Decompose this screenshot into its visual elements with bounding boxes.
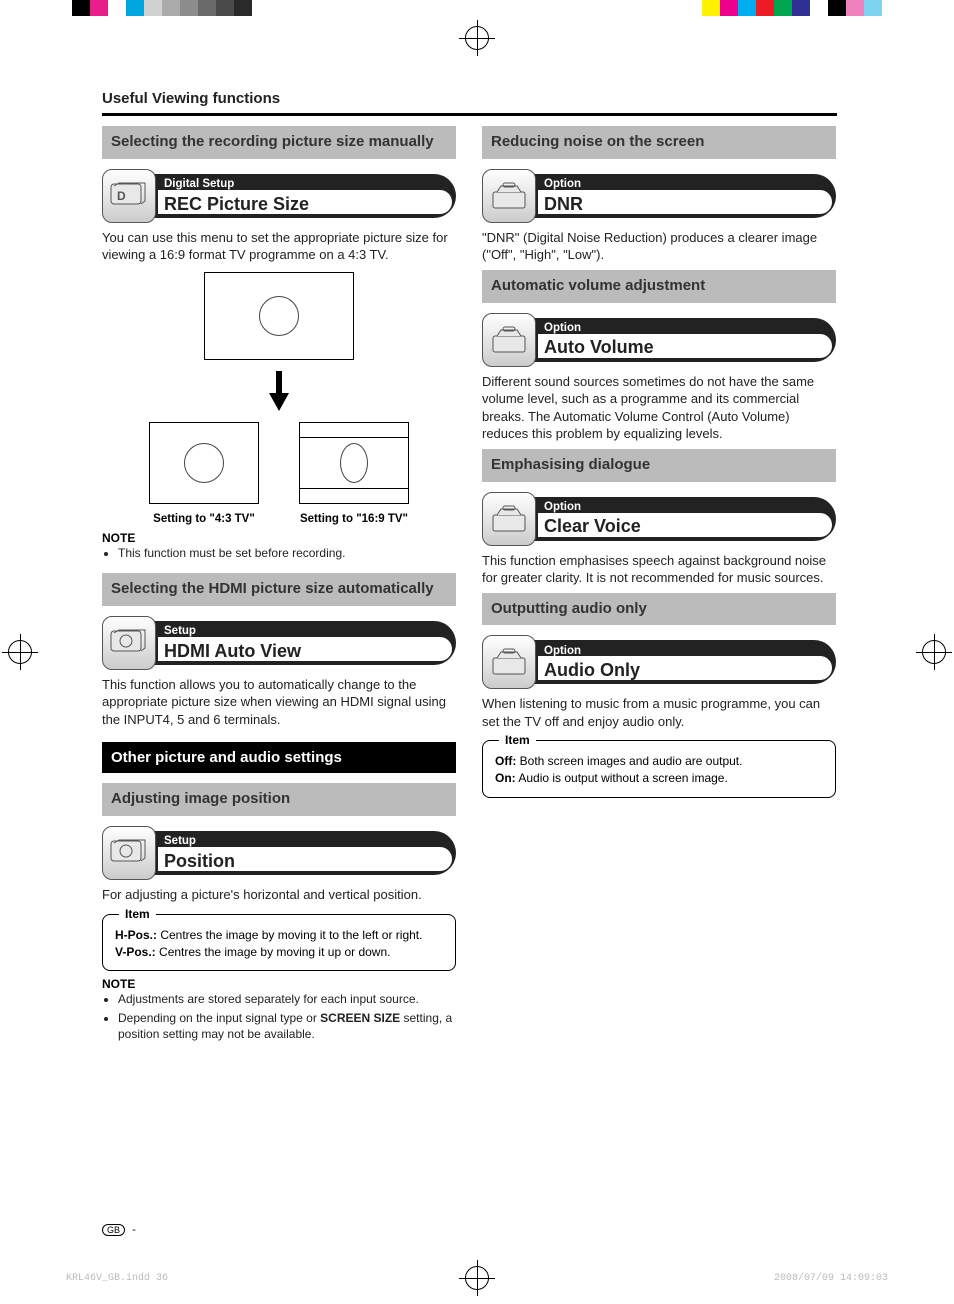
menu-pill-auto-volume: Option Auto Volume <box>482 313 836 367</box>
item-term: On: <box>495 771 516 785</box>
arrow-down-icon <box>269 371 289 411</box>
page-title: Useful Viewing functions <box>102 90 837 116</box>
section-header: Reducing noise on the screen <box>482 126 836 159</box>
note-item: Adjustments are stored separately for ea… <box>118 991 456 1007</box>
left-column: Selecting the recording picture size man… <box>102 126 456 1044</box>
pill-title: HDMI Auto View <box>164 642 442 660</box>
menu-pill-dnr: Option DNR <box>482 169 836 223</box>
pill-category: Setup <box>164 836 442 848</box>
tv-icon <box>102 826 156 880</box>
item-term: V-Pos.: <box>115 945 156 959</box>
body-text: This function allows you to automaticall… <box>102 676 456 729</box>
body-text: "DNR" (Digital Noise Reduction) produces… <box>482 229 836 264</box>
note-item: This function must be set before recordi… <box>118 545 456 561</box>
tv-d-icon: D <box>102 169 156 223</box>
pill-category: Option <box>544 502 822 514</box>
pill-title: Clear Voice <box>544 517 822 535</box>
diagram-caption: Setting to "4:3 TV" <box>141 513 267 525</box>
pill-title: DNR <box>544 195 822 213</box>
menu-pill-hdmi-auto-view: Setup HDMI Auto View <box>102 616 456 670</box>
item-desc: Audio is output without a screen image. <box>516 771 728 785</box>
section-header: Emphasising dialogue <box>482 449 836 482</box>
item-desc: Centres the image by moving it to the le… <box>157 928 422 942</box>
pill-category: Digital Setup <box>164 179 442 191</box>
note-item: Depending on the input signal type or SC… <box>118 1010 456 1042</box>
body-text: When listening to music from a music pro… <box>482 695 836 730</box>
right-column: Reducing noise on the screen Option DNR … <box>482 126 836 1044</box>
toolbox-icon <box>482 169 536 223</box>
pill-title: REC Picture Size <box>164 195 442 213</box>
item-box-legend: Item <box>499 732 536 749</box>
pill-title: Position <box>164 852 442 870</box>
note-label: NOTE <box>102 977 456 991</box>
section-header: Selecting the recording picture size man… <box>102 126 456 159</box>
picture-size-diagram: Setting to "4:3 TV" Setting to "16:9 TV" <box>102 272 456 525</box>
note-list: Adjustments are stored separately for ea… <box>102 991 456 1042</box>
section-header: Outputting audio only <box>482 593 836 626</box>
section-header: Adjusting image position <box>102 783 456 816</box>
section-header-black: Other picture and audio settings <box>102 742 456 773</box>
body-text: For adjusting a picture's horizontal and… <box>102 886 456 904</box>
section-header: Selecting the HDMI picture size automati… <box>102 573 456 606</box>
section-header: Automatic volume adjustment <box>482 270 836 303</box>
item-desc: Both screen images and audio are output. <box>516 754 742 768</box>
page-footer: GB - <box>102 1224 136 1236</box>
menu-pill-audio-only: Option Audio Only <box>482 635 836 689</box>
body-text: You can use this menu to set the appropr… <box>102 229 456 264</box>
item-box: Item H-Pos.: Centres the image by moving… <box>102 914 456 972</box>
page-content: Useful Viewing functions Selecting the r… <box>102 90 837 1044</box>
body-text: This function emphasises speech against … <box>482 552 836 587</box>
pill-title: Auto Volume <box>544 338 822 356</box>
item-term: Off: <box>495 754 516 768</box>
crop-mark-bottom <box>459 1260 495 1296</box>
tv-icon <box>102 616 156 670</box>
item-desc: Centres the image by moving it up or dow… <box>156 945 391 959</box>
diagram-caption: Setting to "16:9 TV" <box>291 513 417 525</box>
menu-pill-clear-voice: Option Clear Voice <box>482 492 836 546</box>
toolbox-icon <box>482 635 536 689</box>
item-box: Item Off: Both screen images and audio a… <box>482 740 836 798</box>
pill-title: Audio Only <box>544 661 822 679</box>
crop-mark-left <box>2 634 38 670</box>
item-term: H-Pos.: <box>115 928 157 942</box>
menu-pill-rec-picture-size: D Digital Setup REC Picture Size <box>102 169 456 223</box>
crop-mark-right <box>916 634 952 670</box>
body-text: Different sound sources sometimes do not… <box>482 373 836 443</box>
pill-category: Option <box>544 646 822 658</box>
crop-mark-top <box>459 20 495 56</box>
print-slug-left: KRL46V_GB.indd 36 <box>66 1273 168 1284</box>
toolbox-icon <box>482 492 536 546</box>
toolbox-icon <box>482 313 536 367</box>
pill-category: Option <box>544 323 822 335</box>
pill-category: Option <box>544 179 822 191</box>
pill-category: Setup <box>164 626 442 638</box>
print-slug-right: 2008/07/09 14:09:03 <box>774 1273 888 1284</box>
note-list: This function must be set before recordi… <box>102 545 456 561</box>
note-label: NOTE <box>102 531 456 545</box>
svg-text:D: D <box>117 189 126 203</box>
language-badge: GB <box>102 1224 125 1236</box>
item-box-legend: Item <box>119 906 156 923</box>
menu-pill-position: Setup Position <box>102 826 456 880</box>
